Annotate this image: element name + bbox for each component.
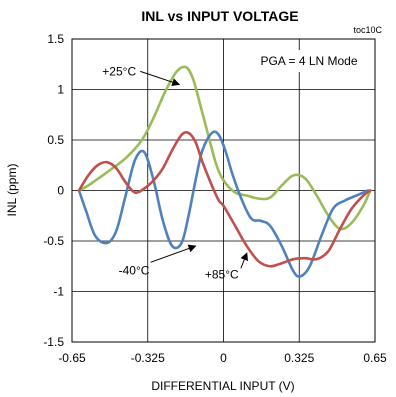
annotation-box-text: PGA = 4 LN Mode xyxy=(260,54,357,68)
series-line-plus85c xyxy=(77,130,372,268)
y-tick-label: -1.5 xyxy=(43,335,64,349)
x-tick-label: -0.325 xyxy=(131,351,165,365)
annotation-box: PGA = 4 LN Mode xyxy=(246,50,371,72)
annotation-label: -40°C xyxy=(119,263,150,277)
annotation-arrow xyxy=(140,70,181,87)
annotation-label: +25°C xyxy=(102,64,136,78)
x-tick-label: -0.65 xyxy=(58,351,86,365)
y-tick-label: 1 xyxy=(57,83,64,97)
y-tick-label: 0.5 xyxy=(47,133,64,147)
annotation-arrow xyxy=(150,244,197,263)
series-group xyxy=(77,65,372,278)
x-tick-label: 0 xyxy=(220,351,227,365)
plot-frame xyxy=(71,38,376,343)
x-tick-label: 0.65 xyxy=(363,351,387,365)
annotation-box-bg xyxy=(246,50,371,72)
x-tick-label: 0.325 xyxy=(284,351,314,365)
chart-title: INL vs INPUT VOLTAGE xyxy=(141,8,298,24)
series-line-minus40c xyxy=(77,130,370,278)
y-tick-label: -1 xyxy=(53,285,64,299)
y-tick-label: -0.5 xyxy=(43,234,64,248)
y-axis-label: INL (ppm) xyxy=(5,164,19,217)
tick-labels: -0.65 -0.325 0 0.325 0.65 1.5 1 0.5 0 -0.5 -1 -1.5 xyxy=(43,32,387,365)
annotation-arrow xyxy=(240,252,248,269)
series-line-plus25c xyxy=(77,65,372,231)
figure-id: toc10C xyxy=(353,25,382,35)
y-tick-label: 0 xyxy=(57,184,64,198)
grid xyxy=(71,38,376,343)
series-annotations: +25°C -40°C +85°C xyxy=(102,64,248,281)
annotation-label: +85°C xyxy=(205,267,239,281)
x-axis-label: DIFFERENTIAL INPUT (V) xyxy=(151,379,294,393)
y-tick-label: 1.5 xyxy=(47,32,64,46)
